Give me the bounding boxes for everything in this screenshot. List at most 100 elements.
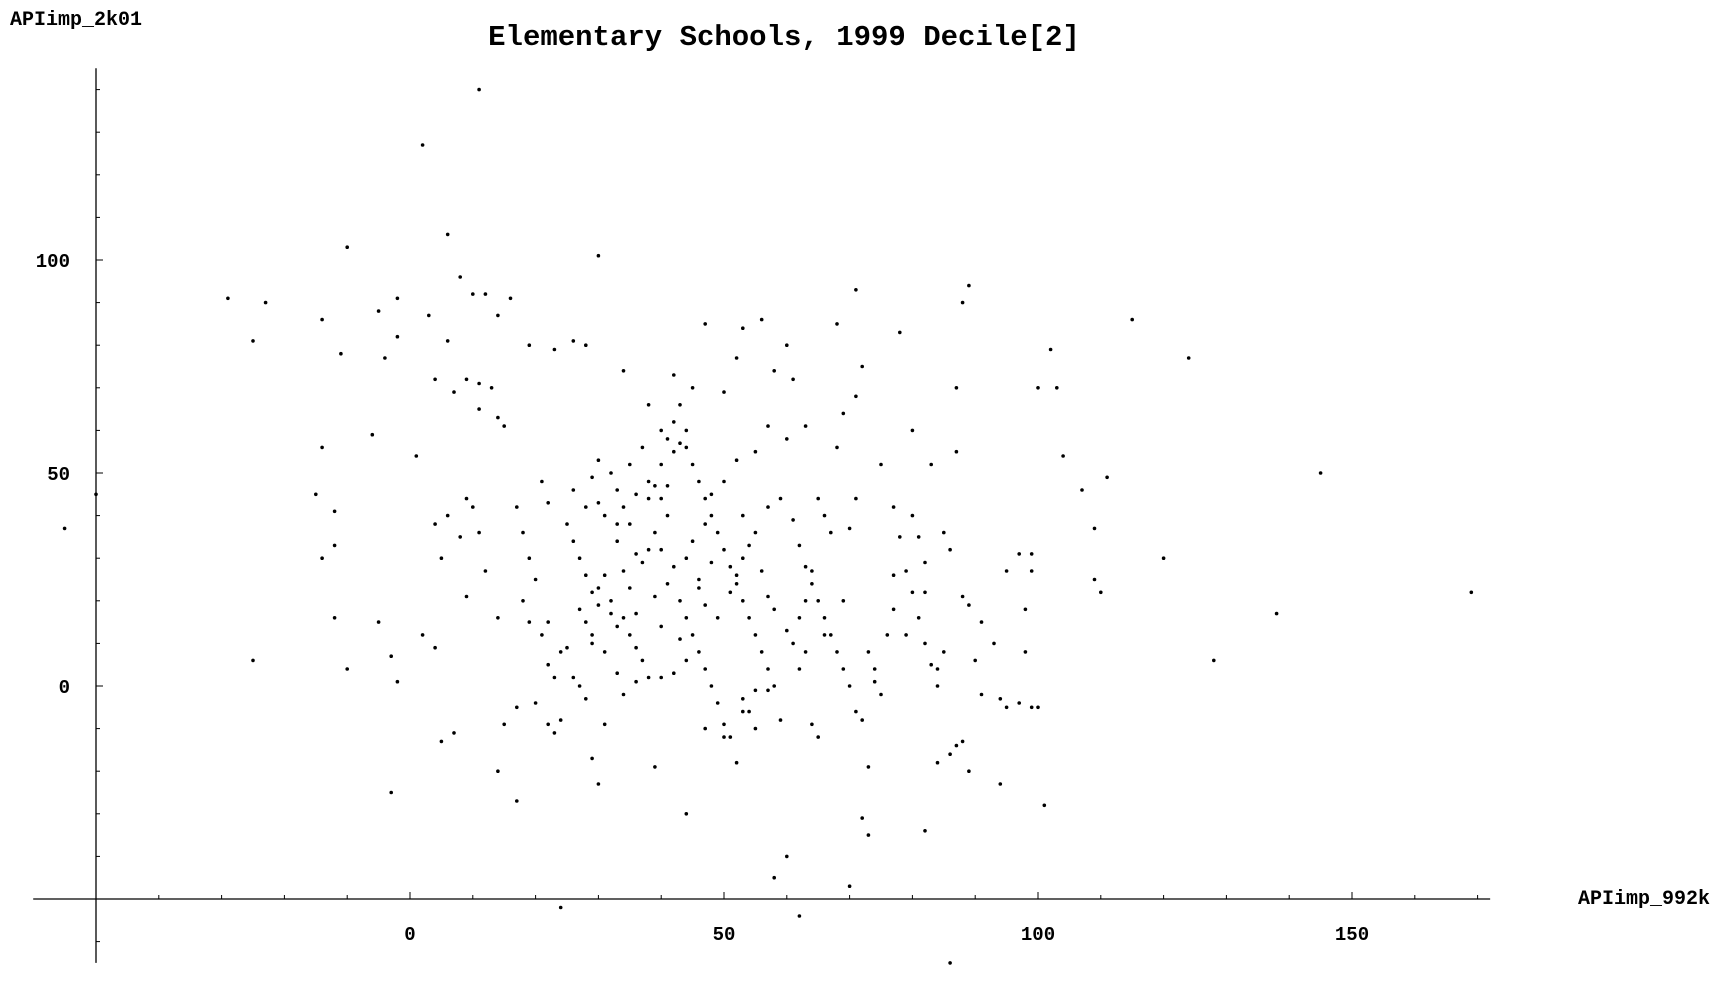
data-point: [515, 505, 519, 509]
data-point: [728, 735, 733, 739]
data-point: [678, 441, 682, 446]
data-point: [672, 564, 676, 569]
data-point: [753, 633, 758, 637]
data-point: [552, 675, 557, 680]
data-point: [621, 616, 626, 620]
data-point: [621, 569, 626, 573]
data-point: [797, 914, 802, 918]
data-point: [697, 586, 701, 590]
data-point: [715, 530, 720, 535]
data-point: [734, 356, 739, 360]
data-point: [854, 394, 858, 399]
data-point: [979, 620, 984, 624]
data-point: [634, 492, 638, 497]
data-point: [609, 599, 613, 603]
data-point: [766, 688, 770, 693]
data-point: [898, 330, 902, 335]
data-point: [314, 492, 318, 497]
data-point: [659, 428, 663, 433]
data-point: [596, 603, 601, 607]
data-point: [263, 300, 268, 305]
data-point: [646, 496, 651, 501]
data-point: [753, 530, 758, 535]
data-point: [1029, 552, 1034, 556]
data-point: [753, 688, 758, 693]
data-point: [715, 701, 720, 705]
data-point: [590, 633, 594, 637]
data-point: [734, 760, 739, 765]
data-point: [571, 339, 576, 343]
data-point: [960, 300, 965, 305]
data-point: [791, 518, 795, 522]
data-point: [741, 556, 745, 560]
data-point: [1186, 356, 1191, 360]
data-point: [741, 513, 745, 518]
y-tick-label: 0: [59, 677, 70, 699]
data-point: [728, 564, 733, 569]
data-point: [948, 547, 952, 552]
data-point: [910, 513, 915, 518]
x-tick-label: 100: [1021, 924, 1055, 946]
data-point: [929, 662, 933, 667]
data-point: [1274, 611, 1279, 616]
data-point: [376, 309, 381, 313]
data-point: [634, 611, 638, 616]
y-tick-label: 100: [36, 251, 70, 273]
data-point: [841, 599, 846, 603]
data-point: [552, 731, 557, 735]
data-point: [558, 905, 563, 910]
data-point: [703, 667, 707, 671]
data-point: [703, 496, 707, 501]
data-point: [439, 556, 444, 560]
data-point: [370, 432, 375, 437]
data-point: [458, 275, 463, 279]
data-point: [628, 522, 632, 526]
data-point: [778, 496, 783, 501]
data-point: [477, 530, 481, 535]
data-point: [829, 633, 833, 637]
data-point: [383, 356, 387, 360]
data-point: [791, 377, 795, 382]
data-point: [998, 697, 1003, 701]
data-point: [621, 692, 626, 697]
data-point: [628, 633, 632, 637]
data-point: [628, 586, 632, 590]
data-point: [584, 620, 588, 624]
data-point: [690, 462, 695, 467]
data-point: [653, 530, 657, 535]
data-point: [615, 522, 619, 526]
data-point: [1023, 650, 1028, 654]
data-point: [891, 505, 896, 509]
data-point: [973, 658, 977, 663]
data-point: [552, 347, 557, 352]
data-point: [320, 556, 324, 560]
data-point: [954, 386, 959, 390]
data-point: [659, 547, 663, 552]
data-point: [496, 415, 500, 420]
data-point: [835, 445, 839, 450]
data-point: [785, 343, 789, 348]
data-point: [420, 633, 425, 637]
data-point: [979, 692, 984, 697]
x-axis-tick-labels: 0 50 100 150: [404, 924, 1369, 946]
data-point: [703, 726, 707, 731]
data-point: [1130, 317, 1134, 322]
data-point: [722, 735, 726, 739]
data-point: [445, 232, 450, 237]
data-point: [515, 799, 519, 803]
data-point: [615, 671, 619, 675]
data-point: [571, 539, 576, 543]
data-point: [684, 556, 689, 560]
data-point: [923, 560, 927, 565]
data-point: [665, 437, 670, 441]
data-point: [728, 590, 733, 595]
data-point: [879, 692, 883, 697]
data-point: [672, 420, 676, 424]
data-point: [772, 684, 776, 688]
data-point: [433, 377, 437, 382]
data-point: [452, 390, 456, 394]
data-point: [747, 709, 751, 714]
data-point: [822, 633, 827, 637]
data-point: [546, 722, 550, 727]
data-point: [791, 641, 795, 646]
